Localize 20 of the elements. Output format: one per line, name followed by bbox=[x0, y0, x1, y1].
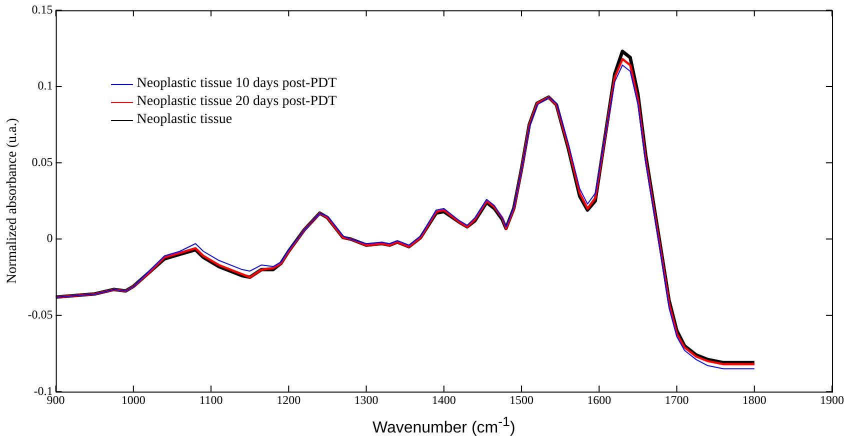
x-axis-title: Wavenumber (cm$^{-1}$) bbox=[371, 414, 516, 438]
legend-label: Neoplastic tissue 10 days post-PDT bbox=[136, 76, 337, 92]
y-tick-label: 0.1 bbox=[38, 78, 53, 93]
legend-label: Neoplastic tissue bbox=[136, 112, 232, 128]
x-tick-label: 1400 bbox=[432, 392, 456, 407]
y-axis-title: Normalized absorbance (u.a.) bbox=[5, 118, 20, 284]
y-tick-label: 0 bbox=[46, 231, 53, 246]
legend-label: Neoplastic tissue 20 days post-PDT bbox=[136, 94, 337, 110]
x-tick-label: 1900 bbox=[820, 392, 844, 407]
x-tick-label: 1700 bbox=[664, 392, 689, 407]
y-tick-label: 0.05 bbox=[32, 154, 53, 169]
y-tick-label: -0.05 bbox=[28, 307, 53, 322]
x-tick-label: 1200 bbox=[276, 392, 301, 407]
x-tick-label: 1100 bbox=[199, 392, 223, 407]
y-tick-label: 0.15 bbox=[32, 2, 53, 16]
x-tick-label: 1000 bbox=[121, 392, 146, 407]
x-tick-label: 1800 bbox=[742, 392, 766, 407]
x-tick-label: 1500 bbox=[510, 392, 534, 407]
x-tick-label: 1600 bbox=[587, 392, 612, 407]
x-tick-label: 1300 bbox=[354, 392, 378, 407]
